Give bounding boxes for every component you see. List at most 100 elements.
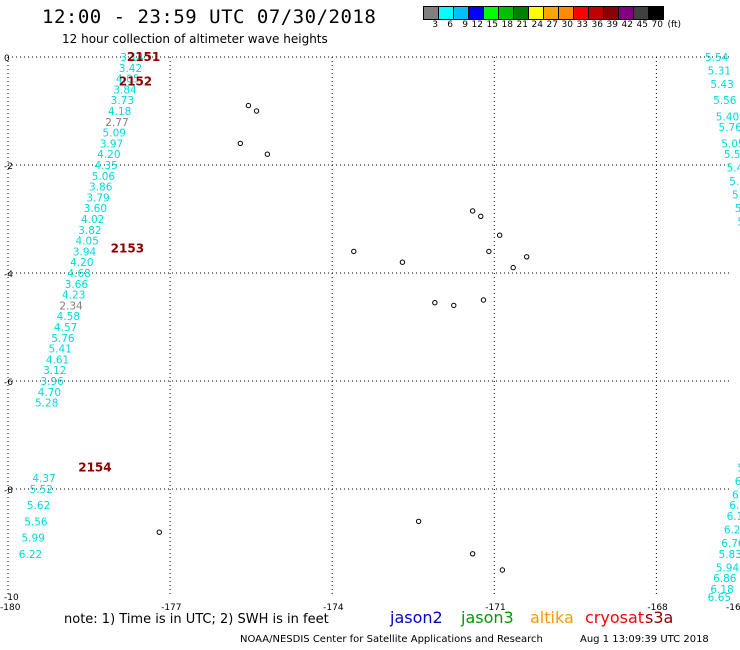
legend-label: 36 <box>591 20 603 30</box>
island-outline <box>469 551 476 557</box>
swh-value: 5.56 <box>713 95 737 107</box>
legend-label: 45 <box>636 20 648 30</box>
credit-line: NOAA/NESDIS Center for Satellite Applica… <box>240 634 543 645</box>
island-outline <box>415 518 422 525</box>
legend-label: 6 <box>447 20 453 30</box>
swh-value: 5.23 <box>737 217 740 229</box>
swh-value: 4.23 <box>62 290 85 302</box>
swh-value: 5.56 <box>724 149 740 161</box>
swh-value: 3.94 <box>73 246 97 258</box>
island-outline <box>351 248 357 255</box>
swh-value: 3.79 <box>86 192 109 204</box>
swh-value: 4.02 <box>81 214 104 226</box>
y-tick-label: -8 <box>4 486 13 496</box>
pass-time-label: 2153 <box>111 242 144 256</box>
legend-label: 21 <box>516 20 528 30</box>
swh-value: 6.65 <box>708 592 731 604</box>
swh-value: 5.94 <box>716 562 740 574</box>
swh-value: 3.97 <box>100 138 123 150</box>
swh-value: 5.99 <box>22 533 45 545</box>
pass-2151: 3.143.424.053.843.734.182.775.093.974.20… <box>97 50 160 161</box>
swh-value: 4.20 <box>70 257 93 269</box>
island-outline <box>486 248 492 255</box>
island-outline <box>480 297 487 303</box>
swh-value: 5.76 <box>718 122 740 134</box>
legend-label: 42 <box>621 20 633 30</box>
swh-value: 5.54 <box>705 52 729 64</box>
swh-value: 5.62 <box>27 500 50 512</box>
x-tick-label: -174 <box>323 603 344 613</box>
legend-label: 12 <box>471 20 483 30</box>
swh-value: 6.18 <box>710 584 733 596</box>
island-outline <box>469 208 476 214</box>
swh-value: 5.05 <box>721 138 740 150</box>
island-outline <box>237 140 244 147</box>
satellite-jason2: jason2 <box>390 608 443 627</box>
color-legend-swatches <box>423 6 681 20</box>
swh-value: 5.56 <box>24 516 48 528</box>
swh-value: 5.09 <box>103 128 126 140</box>
y-tick-label: -4 <box>4 270 13 280</box>
pass-1706: 5.545.315.435.565.405.765.055.565.495.58… <box>705 52 740 229</box>
swh-value: 5.31 <box>708 66 731 78</box>
satellite-s3a: s3a <box>645 608 674 627</box>
satellite-jason3: jason3 <box>461 608 514 627</box>
pass-time-label: 2154 <box>78 460 111 474</box>
swh-value: 2.77 <box>105 117 128 129</box>
island-outline <box>399 259 406 265</box>
y-tick-label: 0 <box>4 54 10 64</box>
legend-label: 30 <box>561 20 573 30</box>
swh-value: 3.73 <box>111 95 134 107</box>
swh-value: 5.40 <box>716 111 739 123</box>
map-grid <box>7 56 732 597</box>
legend-label: 15 <box>486 20 498 30</box>
satellite-cryosat: cryosat <box>585 608 645 627</box>
island-outline <box>523 254 530 260</box>
x-tick-label: -180 <box>0 603 21 613</box>
swh-value: 5.06 <box>92 171 116 183</box>
swh-value: 4.18 <box>108 106 131 118</box>
footer-note: note: 1) Time is in UTC; 2) SWH is in fe… <box>64 612 329 627</box>
swh-value: 6.86 <box>713 573 737 585</box>
swh-value: 5.83 <box>718 549 740 561</box>
swh-value: 6.22 <box>19 549 42 561</box>
swh-value: 6.18 <box>732 489 740 501</box>
legend-unit: (ft) <box>667 20 681 30</box>
island-outline <box>253 108 260 114</box>
swh-value: 3.12 <box>43 365 66 377</box>
swh-value: 6.29 <box>729 500 740 512</box>
island-outline <box>264 151 271 157</box>
x-tick-label: -16 <box>726 603 740 613</box>
y-tick-label: -2 <box>4 162 13 172</box>
swh-value: 6.76 <box>721 538 740 550</box>
satellite-altika: altika <box>530 608 574 627</box>
swh-value: 5.76 <box>51 333 75 345</box>
island-outline <box>156 529 162 535</box>
island-outline <box>451 302 457 309</box>
legend-label: 33 <box>576 20 588 30</box>
swh-value: 3.60 <box>84 203 107 215</box>
swh-value: 5.41 <box>49 344 72 356</box>
x-tick-label: -168 <box>647 603 668 613</box>
swh-value: 3.42 <box>119 63 142 75</box>
legend-label: 3 <box>432 20 438 30</box>
swh-value: 5.52 <box>30 484 53 496</box>
map-title: 12:00 - 23:59 UTC 07/30/2018 <box>42 6 377 28</box>
legend-label: 39 <box>606 20 618 30</box>
swh-value: 4.05 <box>116 74 139 86</box>
swh-value: 6.13 <box>727 511 740 523</box>
island-outline <box>510 264 516 271</box>
y-tick-label: -10 <box>4 593 19 603</box>
legend-label: 9 <box>462 20 468 30</box>
pass-time-label: 2152 <box>119 74 152 88</box>
swh-value: 4.61 <box>46 354 69 366</box>
island-outline <box>499 567 506 573</box>
swh-value: 3.86 <box>89 182 113 194</box>
swh-value: 4.70 <box>38 387 61 399</box>
swh-value: 4.35 <box>94 160 117 172</box>
swh-value: 4.68 <box>67 268 90 280</box>
swh-value: 4.37 <box>32 473 55 485</box>
swh-value: 3.82 <box>78 225 101 237</box>
legend-label: 24 <box>531 20 543 30</box>
